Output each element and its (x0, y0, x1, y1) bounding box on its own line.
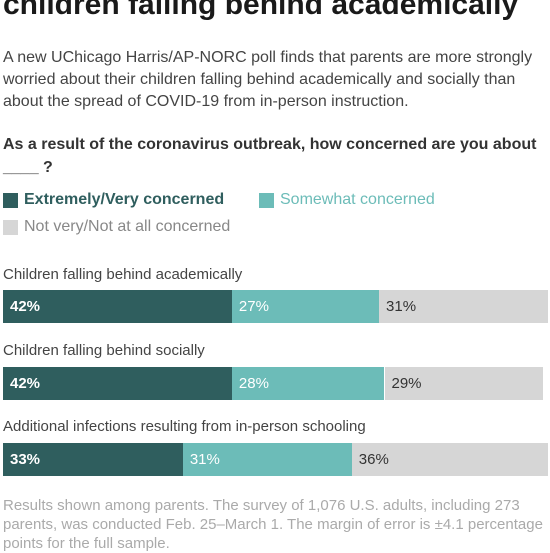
bar-segment-not: 36% (351, 443, 548, 476)
headline: children falling behind academically (3, 0, 519, 21)
bar-segment-not: 29% (384, 367, 543, 400)
bar-segment-extremely: 42% (3, 290, 232, 323)
bar-segment-somewhat: 31% (182, 443, 352, 476)
row-label: Additional infections resulting from in-… (3, 418, 366, 435)
survey-question: As a result of the coronavirus outbreak,… (3, 136, 537, 176)
footnote: Results shown among parents. The survey … (3, 497, 543, 552)
bar-row: 42% 28% 29% (3, 367, 548, 400)
bar-segment-extremely: 33% (3, 443, 183, 476)
bar-row: 42% 27% 31% (3, 290, 548, 323)
legend-item-somewhat: Somewhat concerned (259, 191, 435, 209)
legend-item-extremely: Extremely/Very concerned (3, 191, 224, 209)
bar-segment-somewhat: 27% (231, 290, 380, 323)
legend-label-not: Not very/Not at all concerned (24, 218, 231, 235)
row-label: Children falling behind socially (3, 342, 205, 359)
bar-segment-extremely: 42% (3, 367, 232, 400)
bar-row: 33% 31% 36% (3, 443, 548, 476)
bar-segment-not: 31% (379, 290, 548, 323)
intro-text: A new UChicago Harris/AP-NORC poll finds… (3, 49, 533, 110)
legend-label-extremely: Extremely/Very concerned (24, 191, 225, 208)
legend-swatch-somewhat (259, 192, 274, 208)
legend-swatch-extremely (3, 192, 18, 208)
bar-segment-somewhat: 28% (231, 367, 385, 400)
legend-label-somewhat: Somewhat concerned (280, 191, 435, 208)
row-label: Children falling behind academically (3, 266, 243, 283)
legend-swatch-not (3, 219, 18, 235)
legend-item-not: Not very/Not at all concerned (3, 218, 230, 236)
